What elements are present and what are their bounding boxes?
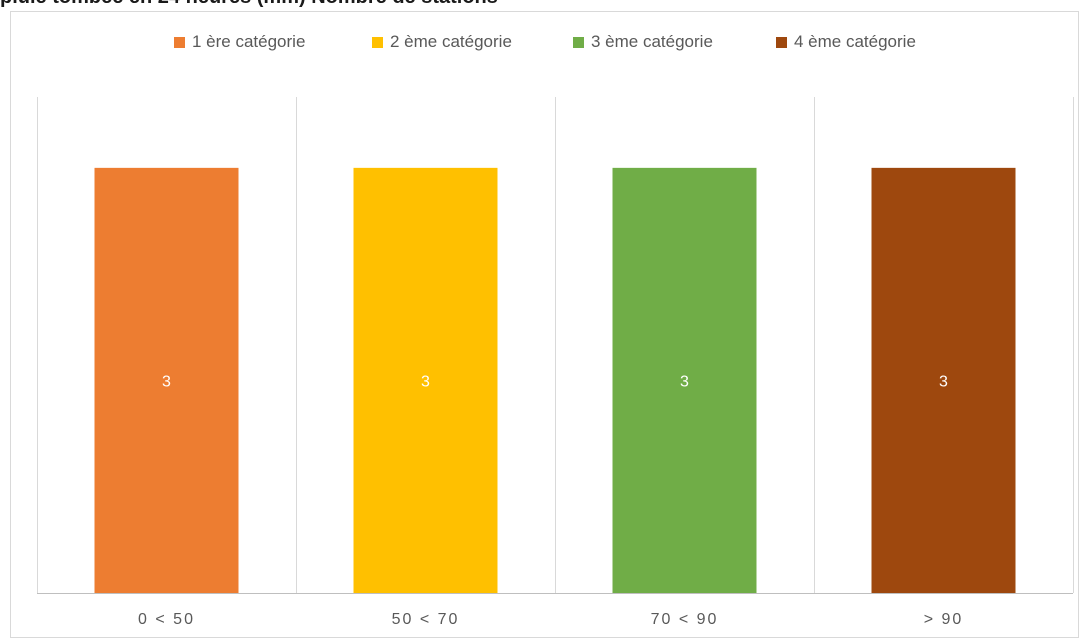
- data-label-2: 3: [421, 373, 430, 390]
- legend-label-2: 2 ème catégorie: [390, 32, 512, 51]
- legend: 1 ère catégorie 2 ème catégorie 3 ème ca…: [0, 22, 1086, 62]
- data-label-1: 3: [162, 373, 171, 390]
- bar-4: [871, 167, 1016, 593]
- legend-item-4: 4 ème catégorie: [776, 22, 916, 62]
- clipped-heading: pluie tombée en 24 heures (mm) Nombre de…: [0, 0, 1086, 14]
- bar-2: [353, 167, 498, 593]
- legend-swatch-1: [174, 36, 185, 48]
- x-tick-label-1: 0 < 50: [138, 611, 195, 628]
- bar-3: [612, 167, 757, 593]
- x-tick-label-3: 70 < 90: [651, 611, 719, 628]
- legend-item-3: 3 ème catégorie: [573, 22, 713, 62]
- x-tick-label-4: > 90: [924, 611, 964, 628]
- data-label-4: 3: [939, 373, 948, 390]
- x-tick-label-2: 50 < 70: [392, 611, 460, 628]
- clipped-heading-text: pluie tombée en 24 heures (mm) Nombre de…: [0, 0, 498, 9]
- legend-label-4: 4 ème catégorie: [794, 32, 916, 51]
- legend-label-3: 3 ème catégorie: [591, 32, 713, 51]
- legend-swatch-3: [573, 36, 584, 48]
- legend-swatch-4: [776, 36, 787, 48]
- legend-item-1: 1 ère catégorie: [174, 22, 305, 62]
- legend-swatch-2: [372, 36, 383, 48]
- legend-item-2: 2 ème catégorie: [372, 22, 512, 62]
- legend-label-1: 1 ère catégorie: [192, 32, 306, 51]
- bar-1: [94, 167, 239, 593]
- data-label-3: 3: [680, 373, 689, 390]
